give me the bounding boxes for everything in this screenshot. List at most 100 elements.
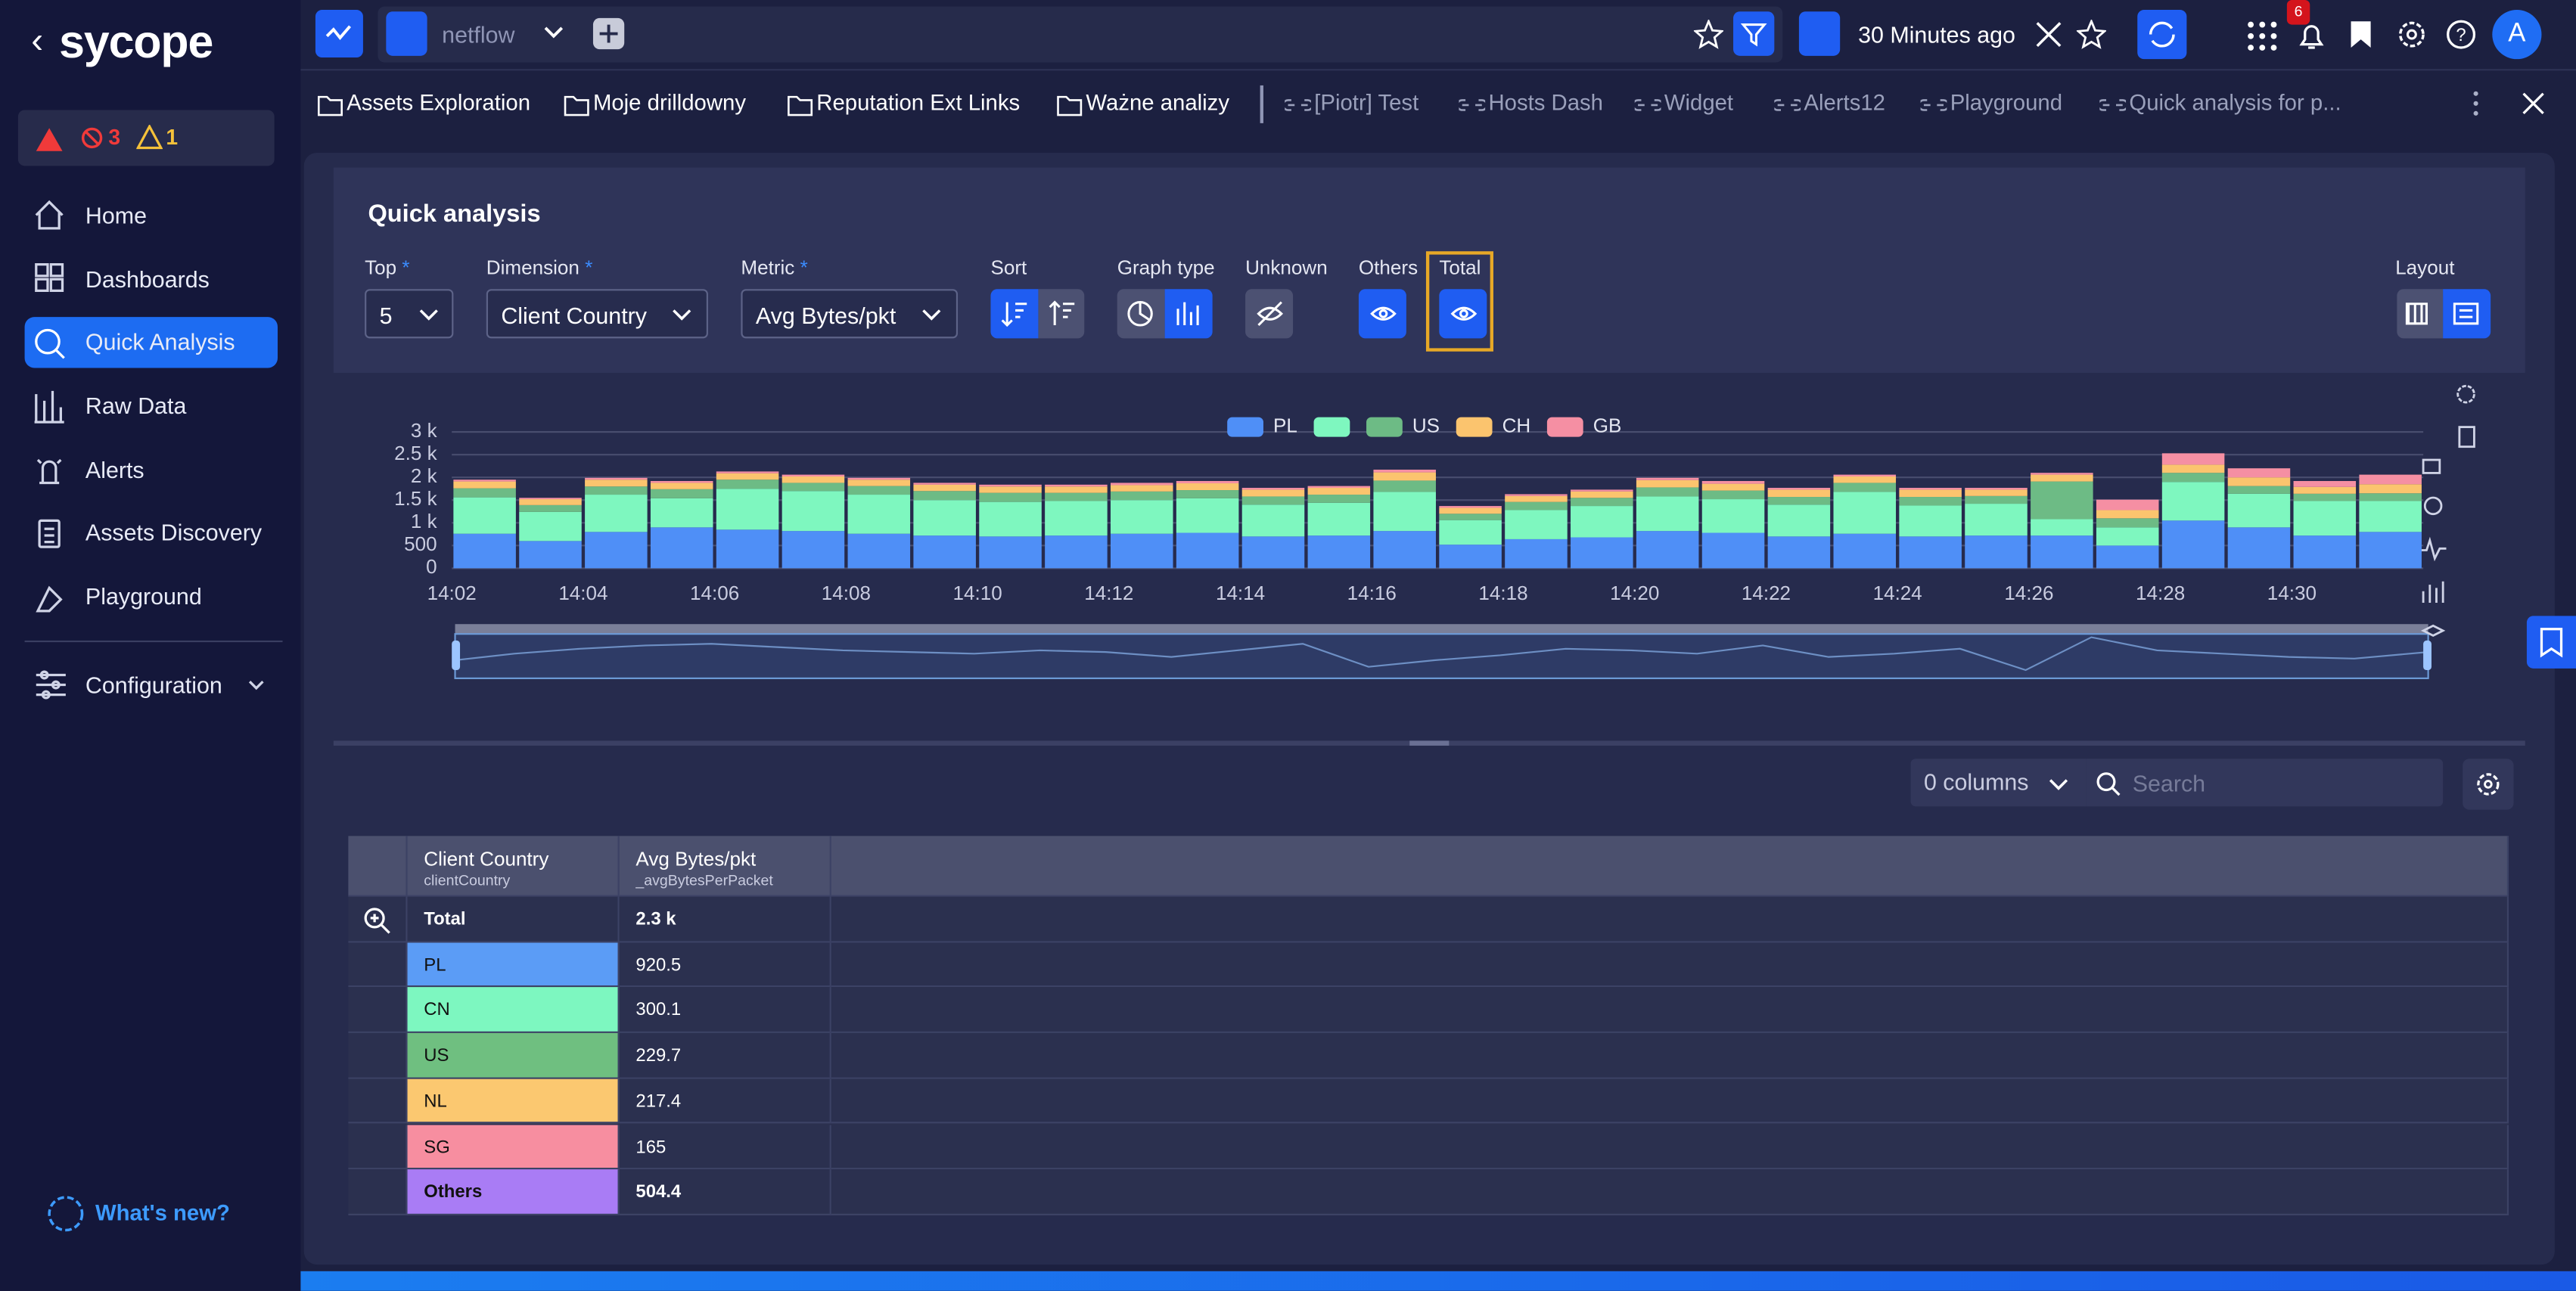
tab[interactable]: Moje drilldowny [592, 90, 747, 116]
bar-segment [1307, 486, 1371, 489]
table-cell [407, 896, 620, 942]
side-bookmark[interactable] [2526, 616, 2576, 669]
layout-columns[interactable] [2397, 289, 2444, 339]
graph-bar[interactable] [1164, 289, 1213, 339]
menu-item[interactable]: Quick Analysis [24, 317, 278, 368]
link-shape [1920, 99, 1947, 111]
menu-item[interactable]: Playground [25, 572, 278, 622]
columns-select[interactable]: 0 columns [1910, 759, 2087, 807]
row-value: 165 [635, 1137, 667, 1157]
help[interactable]: ? [2444, 18, 2477, 51]
sort-desc[interactable] [990, 289, 1039, 339]
shape [544, 26, 564, 39]
bar-segment [1767, 536, 1831, 569]
overview-handle-bar[interactable] [455, 624, 2428, 635]
shape [36, 128, 63, 151]
shape [2270, 21, 2277, 28]
table-cell [831, 896, 2509, 942]
menu-item[interactable]: Alerts [25, 445, 278, 496]
table-cell [348, 987, 408, 1034]
add-button[interactable] [592, 17, 625, 50]
tab[interactable]: Reputation Ext Links [816, 90, 1021, 116]
bar-segment [650, 483, 713, 489]
tab[interactable]: Hosts Dash [1488, 90, 1604, 116]
menu-label: Assets Discovery [85, 519, 263, 545]
bar-segment [2293, 481, 2357, 487]
settings[interactable] [2395, 18, 2428, 51]
others-toggle[interactable] [1358, 289, 1406, 339]
overview-right-handle[interactable] [2423, 640, 2432, 671]
shape [599, 24, 618, 43]
shape [1049, 300, 1075, 325]
table-cell [348, 942, 408, 988]
refresh-button[interactable] [2137, 10, 2187, 60]
menu-item[interactable]: Dashboards [25, 255, 278, 306]
tab-menu[interactable] [2469, 90, 2482, 116]
bar-segment [453, 481, 516, 489]
bar-segment [716, 479, 779, 489]
row-label: Others [424, 1182, 483, 1203]
bar-segment [2161, 453, 2225, 465]
notifications[interactable] [2297, 20, 2326, 52]
bar-segment [519, 541, 582, 569]
x-tick-label: 14:30 [2267, 582, 2317, 604]
bar-segment [1439, 520, 1502, 545]
tab[interactable]: Assets Exploration [346, 90, 531, 116]
menu-item[interactable]: Raw Data [25, 381, 278, 432]
tab[interactable]: [Piotr] Test [1314, 90, 1419, 116]
search-box[interactable]: Search [2086, 759, 2444, 807]
shape [1370, 306, 1397, 321]
bar-segment [2227, 527, 2291, 569]
whats-new[interactable]: What's new? [95, 1200, 230, 1226]
top-select[interactable]: 5 [365, 289, 454, 339]
required-marker: * [800, 256, 808, 280]
chart-tools[interactable] [2419, 384, 2475, 637]
table-settings[interactable] [2463, 759, 2514, 810]
time-icon[interactable] [1798, 11, 1841, 56]
shape [2259, 45, 2266, 51]
source-dropdown[interactable] [542, 23, 565, 42]
tab[interactable]: Ważne analizy [1086, 90, 1230, 116]
clear-time[interactable] [2034, 20, 2063, 49]
splitter-handle[interactable] [1409, 740, 1450, 746]
dimension-select[interactable]: Client Country [486, 289, 708, 339]
filter-button[interactable] [1733, 11, 1775, 56]
metric-select[interactable]: Avg Bytes/pkt [741, 289, 959, 339]
shape [2398, 21, 2425, 48]
favorite-time[interactable] [2076, 20, 2106, 49]
panel-title: Quick analysis [368, 200, 541, 228]
menu-item[interactable]: Assets Discovery [25, 507, 278, 558]
sort-asc[interactable] [1038, 289, 1085, 339]
avatar[interactable]: A [2492, 10, 2542, 60]
bar-segment [979, 484, 1042, 487]
bar-segment [1701, 481, 1765, 484]
tab[interactable]: Widget [1664, 90, 1734, 116]
zoom-icon[interactable] [363, 907, 393, 936]
tab[interactable]: Quick analysis for p... [2129, 90, 2341, 116]
bookmarks[interactable] [2349, 20, 2372, 49]
apps[interactable] [2246, 20, 2279, 52]
progress-bar [300, 1271, 2576, 1291]
source-icon[interactable] [386, 11, 427, 56]
bar-segment [519, 511, 582, 542]
bar-segment [453, 488, 516, 498]
config-label[interactable]: Configuration [85, 672, 222, 698]
layout-rows[interactable] [2443, 289, 2491, 339]
tab[interactable]: Alerts12 [1804, 90, 1885, 116]
shape [41, 690, 51, 700]
menu-item[interactable]: Home [25, 191, 278, 241]
tab[interactable]: Playground [1950, 90, 2063, 116]
bar-segment [2227, 468, 2291, 478]
collapse[interactable]: ‹ [31, 20, 44, 61]
shape [2259, 33, 2266, 39]
bar-segment [1373, 531, 1436, 569]
favorite[interactable] [1693, 20, 1724, 49]
close-tabs[interactable] [2522, 92, 2544, 115]
activity-button[interactable] [315, 10, 363, 58]
zoom-lens [364, 908, 385, 929]
overview-left-handle[interactable] [452, 640, 461, 671]
shape [2248, 33, 2254, 39]
total-toggle[interactable] [1439, 289, 1487, 339]
shape [2473, 110, 2478, 116]
